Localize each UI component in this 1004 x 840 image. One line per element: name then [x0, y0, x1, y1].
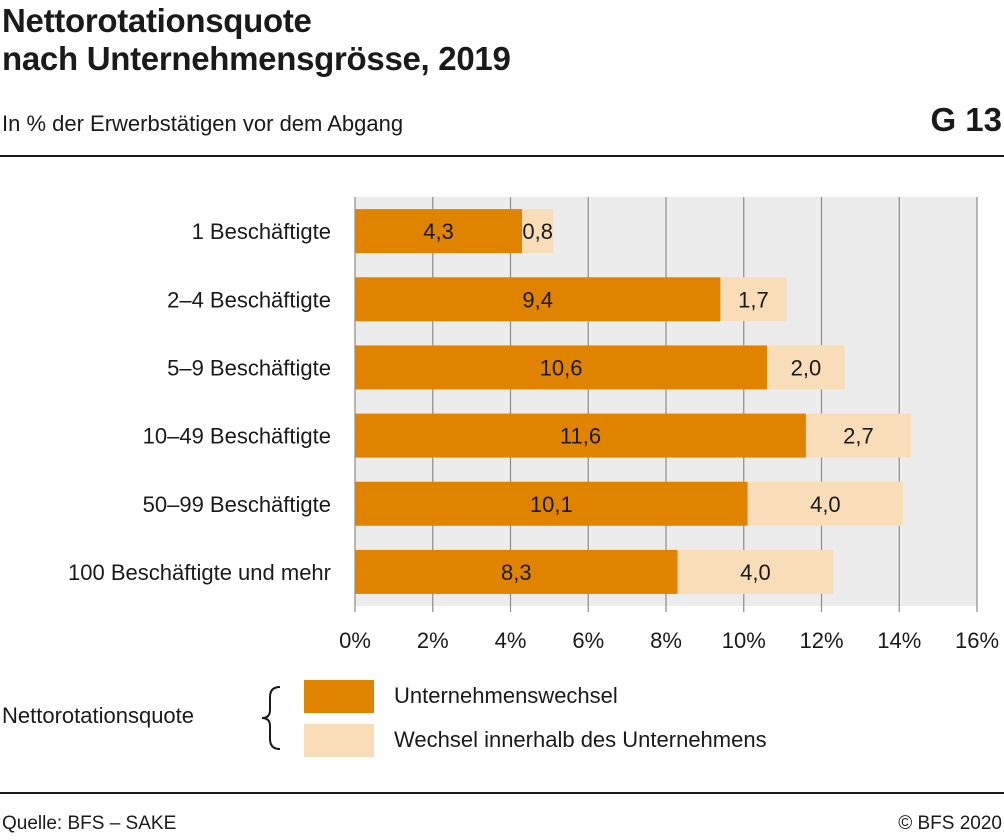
x-tick-label-0: 0% [339, 628, 371, 653]
bar-wechsel-innerhalb-des-unternehmens-4 [805, 413, 911, 458]
bar-wechsel-innerhalb-des-unternehmens-3 [767, 345, 845, 390]
x-tick-label-12: 12% [799, 628, 843, 653]
data-label-unternehmenswechsel-4: 11,6 [560, 424, 601, 449]
data-label-unternehmenswechsel-1: 4,3 [423, 219, 454, 244]
chart-title: Nettorotationsquote nach Unternehmensgrö… [2, 2, 511, 78]
data-label-wechsel-innerhalb-des-unternehmens-2: 1,7 [738, 287, 769, 312]
bar-unternehmenswechsel-3 [355, 345, 768, 390]
plot-area: 0% 2% 4% 6% 8% 10% 12% 14% 16% 1 Beschäftigte 4,3 0… [68, 197, 999, 653]
x-tick-label-10: 10% [722, 628, 766, 653]
bar-unternehmenswechsel-1 [355, 209, 523, 254]
category-label-4: 10–49 Beschäftigte [143, 424, 331, 449]
bar-unternehmenswechsel-5 [355, 481, 748, 526]
category-label-6: 100 Beschäftigte und mehr [68, 560, 331, 585]
x-tick-label-4: 4% [495, 628, 527, 653]
x-tick-label-8: 8% [650, 628, 682, 653]
category-label-1: 1 Beschäftigte [192, 219, 331, 244]
bar-unternehmenswechsel-6 [355, 549, 678, 594]
data-label-wechsel-innerhalb-des-unternehmens-5: 4,0 [810, 492, 841, 517]
footer-rule [0, 792, 1004, 794]
source-note: Quelle: BFS – SAKE [2, 813, 177, 834]
legend-label-wechsel-innerhalb: Wechsel innerhalb des Unternehmens [394, 727, 767, 752]
bar-unternehmenswechsel-4 [355, 413, 806, 458]
legend-label-unternehmenswechsel: Unternehmenswechsel [394, 683, 618, 708]
legend-swatch-unternehmenswechsel [304, 680, 374, 713]
header-rule [0, 155, 1004, 157]
data-label-wechsel-innerhalb-des-unternehmens-6: 4,0 [740, 560, 771, 585]
legend-brace-icon [261, 686, 281, 750]
chart-title-line-1: Nettorotationsquote [2, 2, 312, 39]
data-label-unternehmenswechsel-2: 9,4 [522, 287, 553, 312]
data-label-wechsel-innerhalb-des-unternehmens-3: 2,0 [791, 355, 822, 380]
data-label-unternehmenswechsel-6: 8,3 [501, 560, 532, 585]
x-tick-label-16: 16% [955, 628, 999, 653]
legend-title: Nettorotationsquote [2, 703, 195, 728]
bar-wechsel-innerhalb-des-unternehmens-6 [677, 549, 834, 594]
data-label-wechsel-innerhalb-des-unternehmens-4: 2,7 [843, 424, 874, 449]
x-tick-label-14: 14% [877, 628, 921, 653]
x-tick-label-6: 6% [572, 628, 604, 653]
data-label-unternehmenswechsel-5: 10,1 [530, 492, 573, 517]
bar-unternehmenswechsel-2 [355, 277, 721, 322]
bar-wechsel-innerhalb-des-unternehmens-2 [720, 277, 787, 322]
bar-wechsel-innerhalb-des-unternehmens-1 [522, 209, 554, 254]
category-label-2: 2–4 Beschäftigte [167, 287, 331, 312]
copyright-note: © BFS 2020 [898, 813, 1002, 834]
bar-wechsel-innerhalb-des-unternehmens-5 [747, 481, 904, 526]
data-label-unternehmenswechsel-3: 10,6 [540, 355, 583, 380]
legend-swatch-wechsel-innerhalb [304, 724, 374, 757]
data-label-wechsel-innerhalb-des-unternehmens-1: 0,8 [522, 219, 553, 244]
chart-code: G 13 [930, 101, 1002, 138]
category-label-3: 5–9 Beschäftigte [167, 355, 331, 380]
bar-chart: 0% 2% 4% 6% 8% 10% 12% 14% 16% 1 Beschäftigte 4,3 0… [68, 197, 999, 653]
chart-subtitle: In % der Erwerbstätigen vor dem Abgang [2, 111, 404, 136]
chart-title-line-2: nach Unternehmensgrösse, 2019 [2, 40, 511, 77]
category-label-5: 50–99 Beschäftigte [143, 492, 331, 517]
x-tick-label-2: 2% [417, 628, 449, 653]
